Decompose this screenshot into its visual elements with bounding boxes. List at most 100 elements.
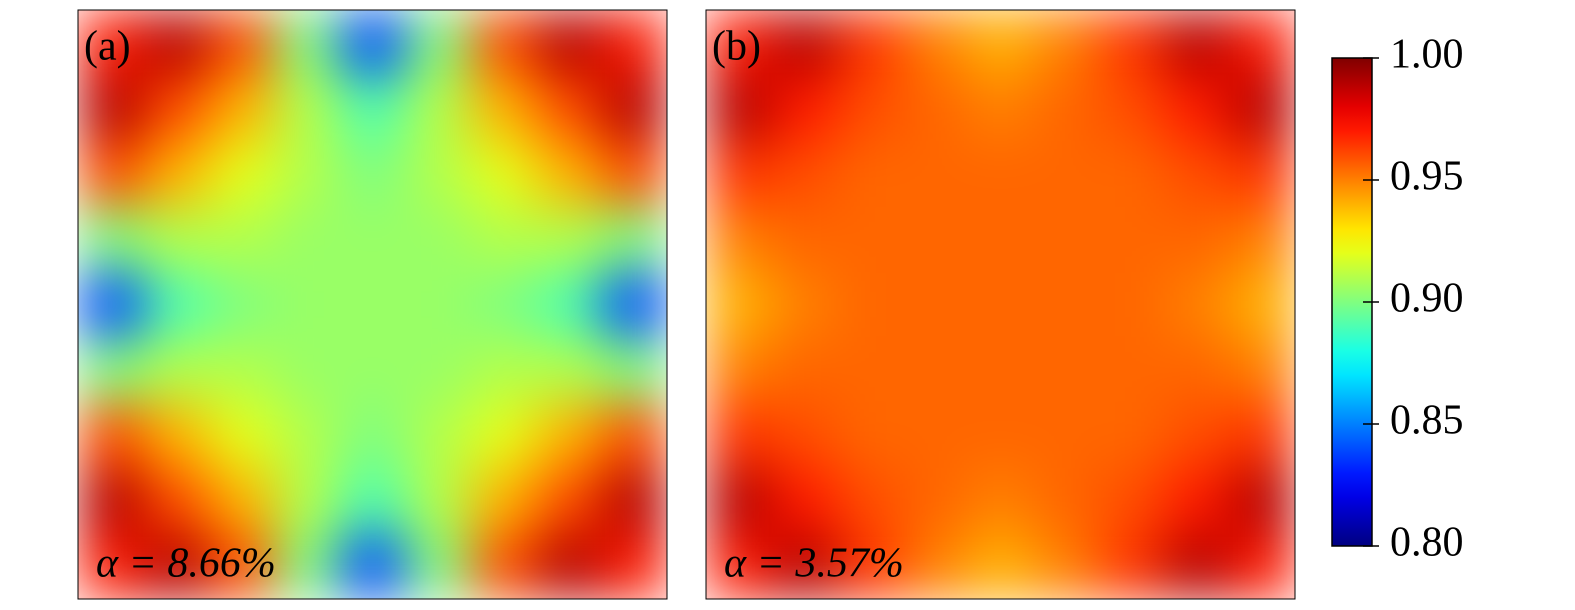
heatmap-cell <box>902 140 969 207</box>
heatmap-cell <box>706 75 772 142</box>
heatmap-cell <box>1229 468 1295 535</box>
heatmap-cell <box>470 206 537 273</box>
annotation: α = 3.57% <box>724 541 904 587</box>
heatmap-cell <box>1098 140 1165 207</box>
heatmap-cell <box>470 10 537 76</box>
heatmap-cell <box>536 533 603 599</box>
heatmap-cell <box>706 533 772 599</box>
heatmap-cell <box>967 533 1034 599</box>
heatmap-cell <box>1098 468 1165 535</box>
heatmap-cell <box>536 337 603 404</box>
heatmap-cell <box>836 206 903 273</box>
heatmap-cell <box>836 468 903 535</box>
heatmap-cells <box>78 10 667 599</box>
heatmap <box>78 10 667 599</box>
heatmap-cell <box>274 468 341 535</box>
heatmap-cell <box>902 75 969 142</box>
heatmap-cell <box>771 402 838 469</box>
heatmap-cell <box>78 10 144 76</box>
colorbar-tick-label: 0.95 <box>1390 154 1464 200</box>
heatmap-cell <box>1164 206 1231 273</box>
colorbar-tick-label: 1.00 <box>1390 32 1464 78</box>
heatmap-cell <box>208 206 275 273</box>
heatmap-cell <box>536 468 603 535</box>
heatmap-cell <box>967 10 1034 76</box>
heatmap-cell <box>208 271 275 338</box>
heatmap-cell <box>405 75 472 142</box>
heatmap-cell <box>771 337 838 404</box>
heatmap-cell <box>1098 10 1165 76</box>
heatmap-cell <box>143 402 210 469</box>
heatmap-cell <box>1033 271 1100 338</box>
heatmap-cell <box>1229 75 1295 142</box>
heatmap-cell <box>405 402 472 469</box>
heatmap-cell <box>1033 10 1100 76</box>
heatmap-cell <box>771 75 838 142</box>
panel-frame <box>705 9 1296 600</box>
heatmap-cell <box>536 10 603 76</box>
heatmap-cell <box>1229 533 1295 599</box>
heatmap-cell <box>902 271 969 338</box>
annotation: α = 8.66% <box>96 541 276 587</box>
heatmap-cell <box>1033 337 1100 404</box>
heatmap-cell <box>1033 402 1100 469</box>
colorbar-tick-label: 0.90 <box>1390 276 1464 322</box>
heatmap-cell <box>1033 75 1100 142</box>
heatmap-cell <box>339 206 406 273</box>
heatmap-cell <box>902 337 969 404</box>
heatmap-cell <box>836 402 903 469</box>
heatmap-cell <box>1229 206 1295 273</box>
heatmap-cell <box>1164 468 1231 535</box>
heatmap-cell <box>536 206 603 273</box>
heatmap-cell <box>78 533 144 599</box>
heatmap-cell <box>706 271 772 338</box>
heatmap-cell <box>836 533 903 599</box>
heatmap-cell <box>78 337 144 404</box>
colorbar-tick-label: 0.85 <box>1390 398 1464 444</box>
heatmap-cell <box>339 533 406 599</box>
heatmap-cell <box>143 140 210 207</box>
heatmap-cell <box>1164 10 1231 76</box>
heatmap-cell <box>771 468 838 535</box>
heatmap-cell <box>601 75 667 142</box>
heatmap-cell <box>405 468 472 535</box>
heatmap-cell <box>1164 271 1231 338</box>
heatmap-cell <box>339 337 406 404</box>
heatmap-cell <box>78 271 144 338</box>
heatmap-cell <box>601 10 667 76</box>
heatmap-cell <box>1229 337 1295 404</box>
heatmap-cell <box>470 468 537 535</box>
heatmap-cell <box>143 75 210 142</box>
heatmap-cell <box>274 206 341 273</box>
heatmap-cell <box>470 140 537 207</box>
heatmap-cell <box>274 533 341 599</box>
heatmap-cell <box>1098 402 1165 469</box>
heatmap-cell <box>536 402 603 469</box>
panel-label: (a) <box>84 24 131 70</box>
heatmap-cell <box>967 140 1034 207</box>
heatmap-cell <box>1098 206 1165 273</box>
heatmap-cell <box>836 271 903 338</box>
heatmap-cell <box>470 337 537 404</box>
heatmap-cell <box>405 271 472 338</box>
colorbar-tick-label: 0.80 <box>1390 520 1464 566</box>
heatmap-cell <box>339 75 406 142</box>
heatmap-cell <box>771 271 838 338</box>
heatmap-cell <box>208 75 275 142</box>
heatmap-cell <box>1033 140 1100 207</box>
heatmap-cell <box>1098 533 1165 599</box>
heatmap-cell <box>836 337 903 404</box>
heatmap-cell <box>143 271 210 338</box>
panel-frame <box>77 9 668 600</box>
heatmap-cell <box>902 533 969 599</box>
panel-label: (b) <box>712 24 761 70</box>
heatmap-cell <box>405 140 472 207</box>
heatmap-cell <box>1033 206 1100 273</box>
heatmap-cell <box>902 468 969 535</box>
heatmap-cell <box>771 140 838 207</box>
heatmap-cell <box>836 75 903 142</box>
heatmap-cell <box>706 140 772 207</box>
heatmap-cell <box>274 271 341 338</box>
heatmap-cell <box>902 402 969 469</box>
